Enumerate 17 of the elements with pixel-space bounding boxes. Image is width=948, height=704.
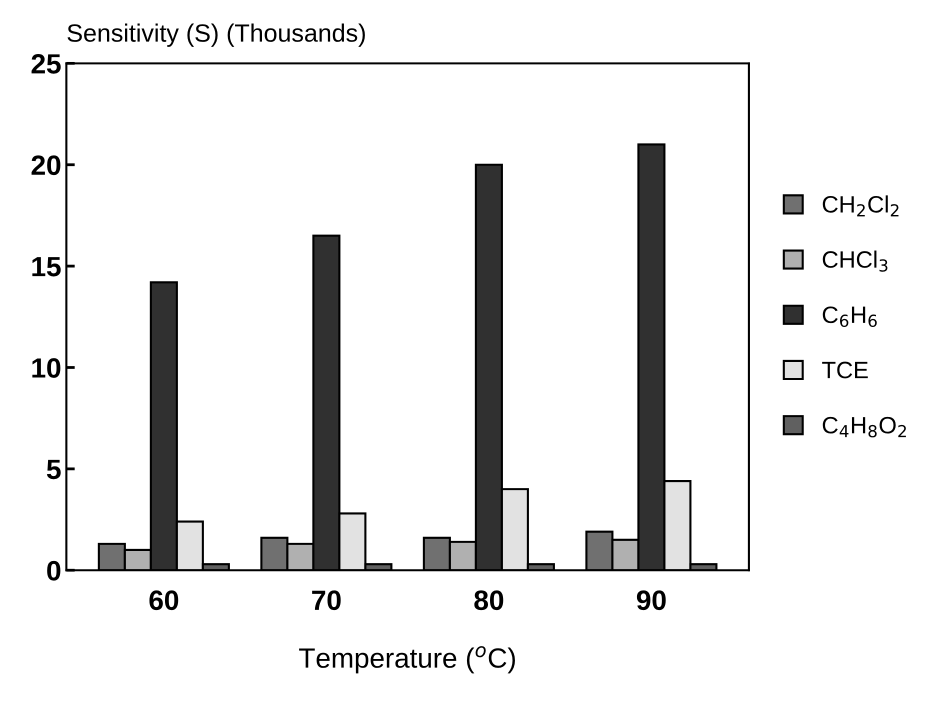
y-tick-label: 15: [32, 257, 61, 276]
x-tick-label: 70: [312, 590, 341, 610]
y-tick-label: 20: [32, 155, 60, 176]
legend-label: CHCl$_{3}$: [822, 250, 888, 272]
x-tick-label: 90: [636, 590, 666, 610]
y-tick-label: 25: [32, 54, 61, 74]
y-axis-title: Sensitivity (S) (Thousands): [67, 24, 365, 47]
y-tick-label: 10: [32, 358, 60, 378]
legend-label: TCE: [822, 362, 868, 378]
x-tick-label: 60: [149, 590, 178, 610]
x-tick-label: 80: [474, 590, 504, 610]
y-tick-label: 5: [46, 460, 61, 480]
legend-label: CH$_{2}$Cl$_{2}$: [822, 195, 898, 216]
y-tick-label: 0: [47, 560, 60, 581]
legend-label: C$_{6}$H$_{6}$: [822, 306, 877, 328]
legend-label: C$_{4}$H$_{8}$O$_{2}$: [822, 416, 906, 438]
x-axis-title: Temperature ($^{o}$C): [299, 646, 515, 674]
